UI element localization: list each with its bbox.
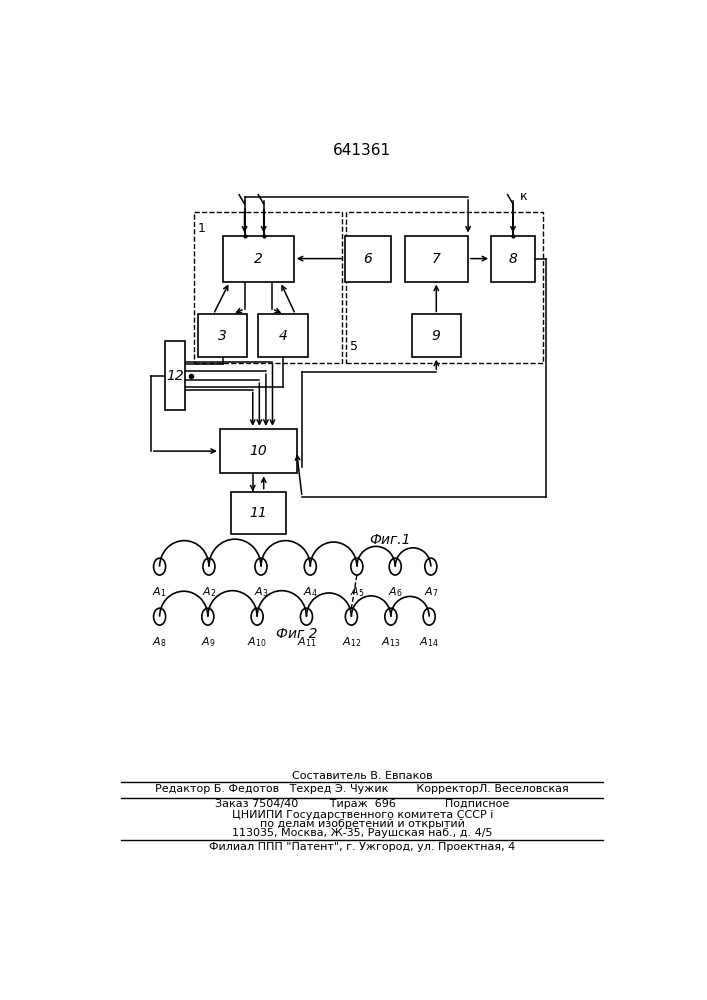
Text: $A_{14}$: $A_{14}$ [419, 635, 439, 649]
Text: $A_{11}$: $A_{11}$ [297, 635, 316, 649]
Text: $A_{9}$: $A_{9}$ [201, 635, 215, 649]
Text: Заказ 7504/40         Тираж  696              Подписное: Заказ 7504/40 Тираж 696 Подписное [215, 799, 510, 809]
Text: 11: 11 [250, 506, 267, 520]
Text: 8: 8 [508, 252, 518, 266]
Text: 9: 9 [432, 329, 440, 343]
Bar [165, 341, 185, 410]
Bar [198, 314, 247, 357]
Text: $A_{2}$: $A_{2}$ [201, 585, 216, 599]
Text: Составитель В. Евпаков: Составитель В. Евпаков [292, 771, 433, 781]
Text: $A_{12}$: $A_{12}$ [341, 635, 361, 649]
Bar [231, 492, 286, 534]
Text: ЦНИИПИ Государственного комитета СССР i: ЦНИИПИ Государственного комитета СССР i [232, 810, 493, 820]
Bar [346, 212, 543, 363]
Bar [405, 236, 468, 282]
Text: $A_{3}$: $A_{3}$ [254, 585, 268, 599]
Bar [258, 314, 308, 357]
Bar [223, 236, 294, 282]
Text: $A_{4}$: $A_{4}$ [303, 585, 317, 599]
Bar [220, 429, 297, 473]
Bar [194, 212, 341, 363]
Text: Редактор Б. Федотов   Техред Э. Чужик        КорректорЛ. Веселовская: Редактор Б. Федотов Техред Э. Чужик Корр… [156, 784, 569, 794]
Text: 113035, Москва, Ж-35, Раушская наб., д. 4/5: 113035, Москва, Ж-35, Раушская наб., д. … [232, 828, 493, 838]
Text: 4: 4 [279, 329, 287, 343]
Text: $A_{1}$: $A_{1}$ [153, 585, 167, 599]
Bar [411, 314, 461, 357]
Text: Филиал ППП "Патент", г. Ужгород, ул. Проектная, 4: Филиал ППП "Патент", г. Ужгород, ул. Про… [209, 842, 515, 852]
Text: Фиг 2: Фиг 2 [276, 627, 317, 641]
Text: $A_{5}$: $A_{5}$ [350, 585, 364, 599]
Text: 641361: 641361 [333, 143, 392, 158]
Text: к: к [520, 190, 527, 204]
Text: по делам изобретений и открытий: по делам изобретений и открытий [260, 819, 464, 829]
Text: $A_{6}$: $A_{6}$ [388, 585, 402, 599]
Text: 3: 3 [218, 329, 227, 343]
Text: 12: 12 [166, 369, 184, 383]
Text: $A_{10}$: $A_{10}$ [247, 635, 267, 649]
Text: $A_{8}$: $A_{8}$ [152, 635, 167, 649]
Text: 5: 5 [350, 340, 358, 353]
Text: 2: 2 [254, 252, 263, 266]
Text: 7: 7 [432, 252, 440, 266]
Text: 1: 1 [198, 222, 206, 235]
Text: $A_{13}$: $A_{13}$ [381, 635, 401, 649]
Text: 10: 10 [250, 444, 267, 458]
Text: Фиг.1: Фиг.1 [369, 533, 411, 547]
Bar [491, 236, 535, 282]
Text: $A_{7}$: $A_{7}$ [423, 585, 438, 599]
Text: 6: 6 [363, 252, 373, 266]
Bar [344, 236, 391, 282]
